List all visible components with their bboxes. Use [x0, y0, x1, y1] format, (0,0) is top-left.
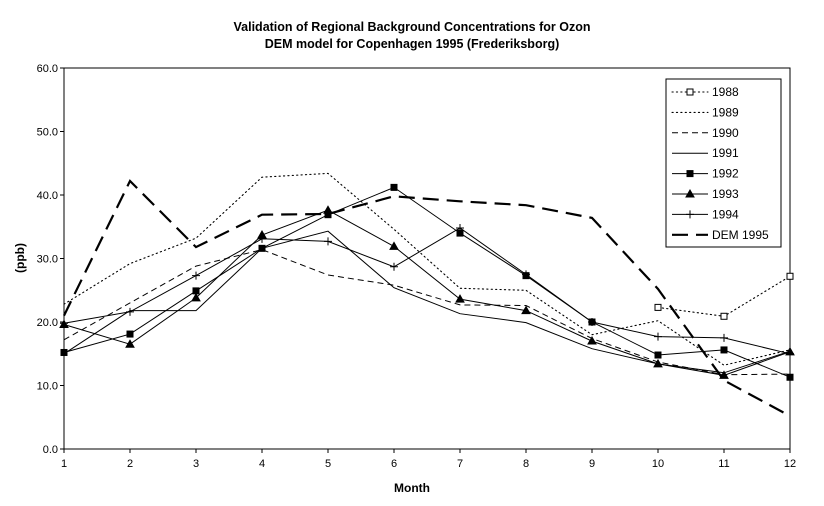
x-tick-label: 5 [325, 458, 331, 470]
data-point-1992 [720, 346, 728, 354]
x-tick-label: 4 [259, 458, 265, 470]
y-tick-label: 50.0 [37, 127, 58, 139]
series-line-1990 [63, 249, 791, 376]
y-axis-ticks: 0.0 10.0 20.0 30.0 40.0 50.0 60.0 [37, 63, 64, 456]
data-point-1993 [191, 292, 201, 302]
legend-label-dem-1995: DEM 1995 [712, 228, 769, 242]
data-point-1994 [324, 237, 332, 246]
data-point-1994 [456, 224, 464, 233]
x-tick-label: 12 [784, 458, 796, 470]
data-point-1992 [126, 330, 134, 338]
chart-title: Validation of Regional Background Concen… [234, 20, 591, 34]
series-markers [59, 183, 795, 381]
legend: 1988 1989 1990 1991 1992 1993 1994 DEM 1995 [665, 78, 782, 248]
legend-label-1989: 1989 [712, 105, 739, 119]
data-point-1994 [654, 332, 662, 341]
legend-label-1991: 1991 [712, 146, 739, 160]
y-tick-label: 30.0 [37, 254, 58, 266]
legend-label-1992: 1992 [712, 167, 739, 181]
data-point-1994 [786, 349, 794, 358]
data-point-1993 [323, 205, 333, 214]
legend-label-1988: 1988 [712, 85, 739, 99]
data-point-1994 [258, 234, 266, 243]
y-tick-label: 0.0 [43, 444, 58, 456]
data-point-1992 [390, 183, 398, 191]
data-point-1993 [719, 370, 729, 379]
data-point-1993 [521, 305, 531, 315]
x-tick-label: 11 [718, 458, 729, 470]
data-point-1988 [786, 272, 794, 280]
x-tick-label: 7 [457, 458, 463, 470]
x-tick-label: 6 [391, 458, 397, 470]
y-axis-label: (ppb) [13, 243, 27, 273]
data-point-1993 [389, 241, 399, 250]
chart-subtitle: DEM model for Copenhagen 1995 (Frederiks… [265, 37, 560, 51]
data-point-1988 [720, 312, 728, 320]
legend-marker-1988 [686, 88, 694, 96]
data-point-1994 [522, 270, 530, 279]
series-line-dem-1995 [63, 179, 791, 417]
y-tick-label: 20.0 [37, 317, 58, 329]
data-point-1992 [654, 351, 662, 359]
y-tick-label: 60.0 [37, 63, 58, 75]
x-axis-ticks: 1 2 3 4 5 6 7 8 9 10 11 12 [61, 449, 796, 470]
legend-label-1993: 1993 [712, 187, 739, 201]
x-tick-label: 9 [589, 458, 595, 470]
series-line-1989 [63, 172, 791, 366]
series-lines [63, 172, 791, 417]
legend-marker-1993 [685, 188, 695, 198]
legend-label-1994: 1994 [712, 207, 739, 221]
data-point-1994 [390, 262, 398, 271]
x-axis-label: Month [394, 481, 430, 495]
series-line-1993 [63, 209, 791, 376]
data-point-1993 [653, 358, 663, 368]
y-tick-label: 10.0 [37, 381, 58, 393]
series-line-1992 [63, 186, 791, 378]
data-point-1988 [654, 303, 662, 311]
data-point-1992 [258, 244, 266, 252]
x-tick-label: 1 [61, 458, 67, 470]
data-point-1994 [126, 307, 134, 316]
data-point-1994 [192, 271, 200, 280]
x-tick-label: 2 [127, 458, 133, 470]
data-point-1994 [60, 319, 68, 328]
data-point-1992 [60, 348, 68, 356]
data-point-1993 [455, 294, 465, 303]
series-line-1988 [657, 275, 791, 317]
series-line-1994 [63, 227, 791, 355]
x-tick-label: 3 [193, 458, 199, 470]
x-tick-label: 10 [652, 458, 664, 470]
data-point-1993 [125, 339, 135, 348]
data-point-1994 [720, 333, 728, 342]
x-tick-label: 8 [523, 458, 529, 470]
data-point-1993 [587, 336, 597, 345]
legend-box [665, 78, 782, 248]
data-point-1992 [786, 373, 794, 381]
data-point-1994 [588, 318, 596, 326]
legend-marker-1994 [686, 210, 694, 219]
legend-label-1990: 1990 [712, 126, 739, 140]
series-line-1991 [63, 230, 791, 374]
legend-marker-1992 [686, 170, 694, 178]
y-tick-label: 40.0 [37, 190, 58, 202]
